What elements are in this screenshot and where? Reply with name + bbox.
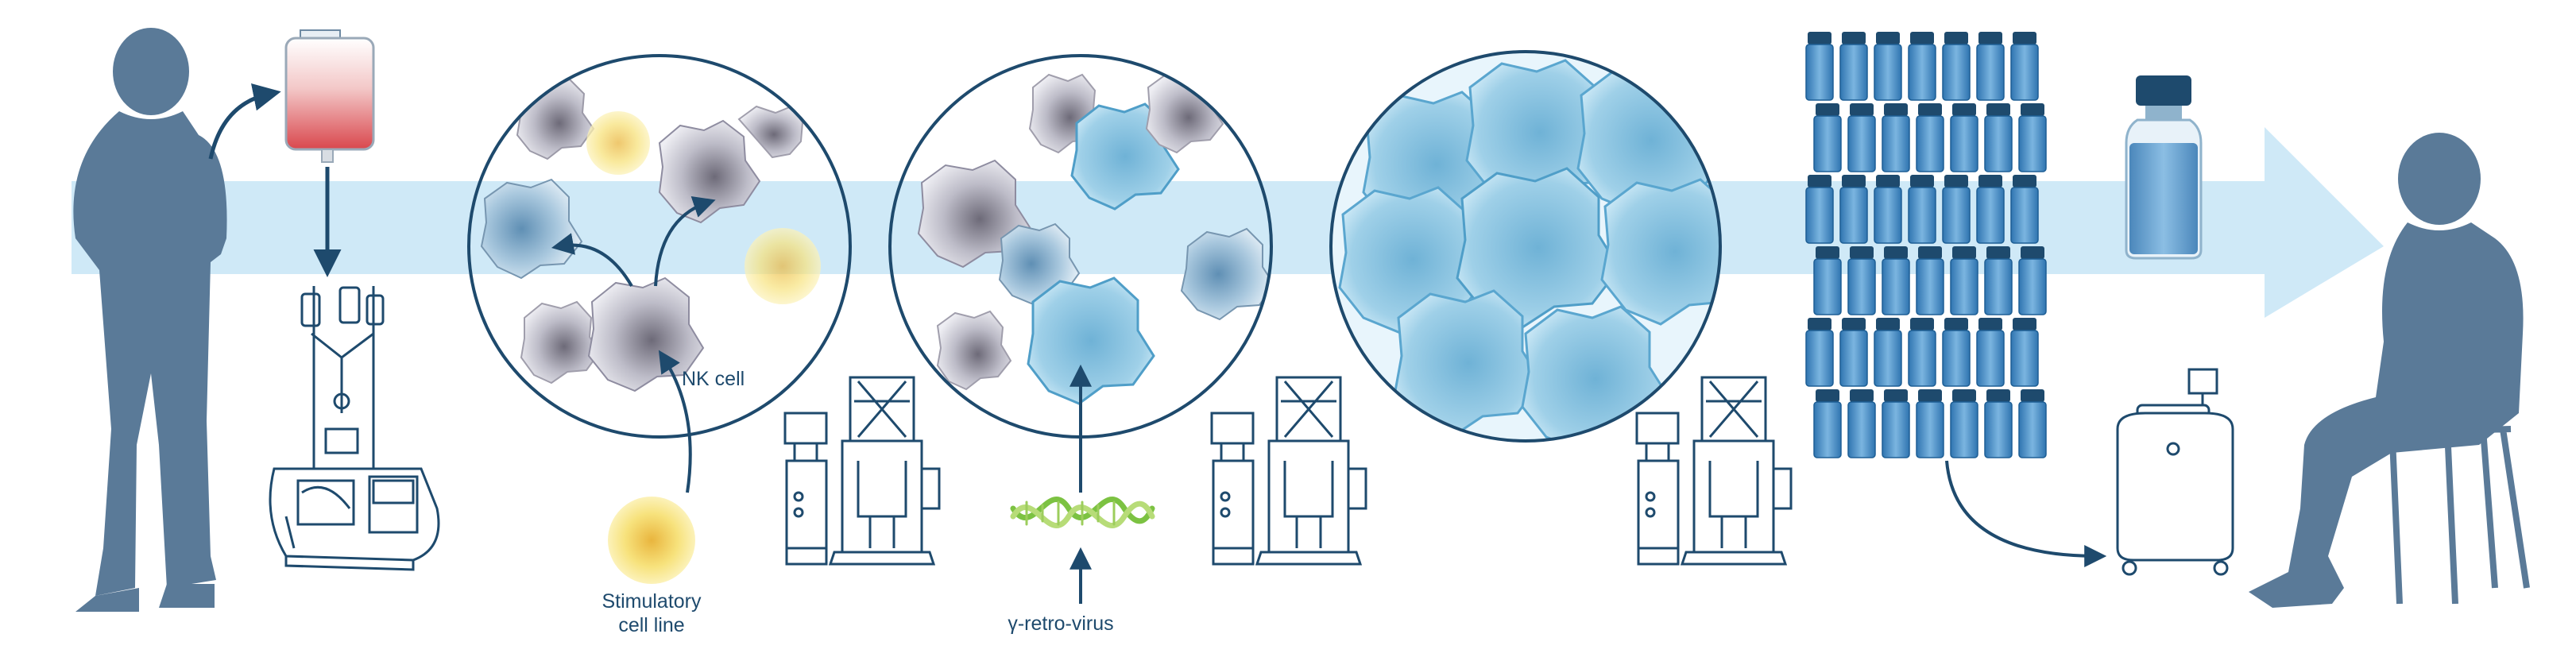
nk-cell-label: NK cell xyxy=(682,368,745,390)
expansion-circle xyxy=(467,54,852,439)
nk-cell xyxy=(936,310,1012,391)
transduction-circle xyxy=(888,54,1273,493)
cryo-vial xyxy=(1950,389,1978,458)
cryo-vial xyxy=(1916,389,1944,458)
cryo-vial xyxy=(1984,389,2013,458)
arrow-stim-to-circle xyxy=(658,350,692,493)
cryo-vial xyxy=(1976,318,2005,387)
cryo-vial xyxy=(1984,103,2013,172)
bioreactor-icon xyxy=(1210,376,1367,566)
cryo-vial xyxy=(1882,103,1910,172)
dna-helix-icon xyxy=(1010,497,1155,528)
cryo-vial xyxy=(2018,246,2047,315)
cryo-vial xyxy=(1839,32,1868,101)
cryo-vial xyxy=(2018,103,2047,172)
expanded-cells-circle xyxy=(1329,50,1722,443)
cryo-vial xyxy=(1874,318,1902,387)
blood-bag-icon xyxy=(284,29,375,163)
cryo-vial xyxy=(1976,175,2005,244)
cryo-vial xyxy=(1908,318,1936,387)
arrow-division-left xyxy=(551,233,633,288)
cryo-vial xyxy=(2010,175,2039,244)
cryo-vial xyxy=(1813,246,1842,315)
gamma-retro-virus-label: γ-retro-virus xyxy=(1008,613,1114,635)
cryo-vial xyxy=(2010,318,2039,387)
donor-silhouette xyxy=(73,28,227,612)
cryo-vial xyxy=(1813,389,1842,458)
cryo-vial xyxy=(1882,389,1910,458)
stimulatory-label-line2: cell line xyxy=(618,614,685,636)
cryo-vial xyxy=(1847,389,1876,458)
cryo-vial xyxy=(1984,246,2013,315)
patient-silhouette xyxy=(2249,133,2530,608)
cryo-vial xyxy=(1942,175,1971,244)
cryo-storage-icon xyxy=(2116,368,2234,576)
cryo-vial xyxy=(1916,103,1944,172)
cryo-vial xyxy=(1847,103,1876,172)
stimulatory-cell xyxy=(586,111,650,175)
nk-cell xyxy=(658,119,761,224)
cryo-vial xyxy=(1908,175,1936,244)
arrow-donor-to-bag xyxy=(208,83,281,160)
arrow-vials-to-cryo xyxy=(1945,460,2107,567)
stimulatory-cell-line-label: Stimulatory cell line xyxy=(580,589,723,637)
cryo-vial xyxy=(1916,246,1944,315)
cryo-vial xyxy=(1942,318,1971,387)
cryo-vial xyxy=(1805,318,1834,387)
cryo-vial xyxy=(1942,32,1971,101)
cryo-vial xyxy=(1874,32,1902,101)
cell-processor-icon xyxy=(269,286,440,571)
cryo-vial xyxy=(1908,32,1936,101)
cryo-vial xyxy=(2010,32,2039,101)
cryo-vial xyxy=(1839,175,1868,244)
cryo-vial xyxy=(1950,103,1978,172)
bioreactor-icon xyxy=(783,376,941,566)
cryo-vial xyxy=(1976,32,2005,101)
cryo-vial xyxy=(1874,175,1902,244)
bioreactor-icon xyxy=(1635,376,1793,566)
stimulatory-label-line1: Stimulatory xyxy=(601,590,702,613)
arrow-division-right xyxy=(654,196,716,287)
stimulatory-cell-line-icon xyxy=(608,497,695,584)
single-vial-icon xyxy=(2125,75,2203,260)
vial-stack xyxy=(1805,32,2047,458)
cryo-vial xyxy=(1805,175,1834,244)
car-nk-cell xyxy=(1027,276,1155,405)
cryo-vial xyxy=(1950,246,1978,315)
cryo-vial xyxy=(2018,389,2047,458)
cryo-vial xyxy=(1805,32,1834,101)
cryo-vial xyxy=(1839,318,1868,387)
stimulatory-cell xyxy=(745,228,821,304)
cryo-vial xyxy=(1813,103,1842,172)
cryo-vial xyxy=(1882,246,1910,315)
cryo-vial xyxy=(1847,246,1876,315)
